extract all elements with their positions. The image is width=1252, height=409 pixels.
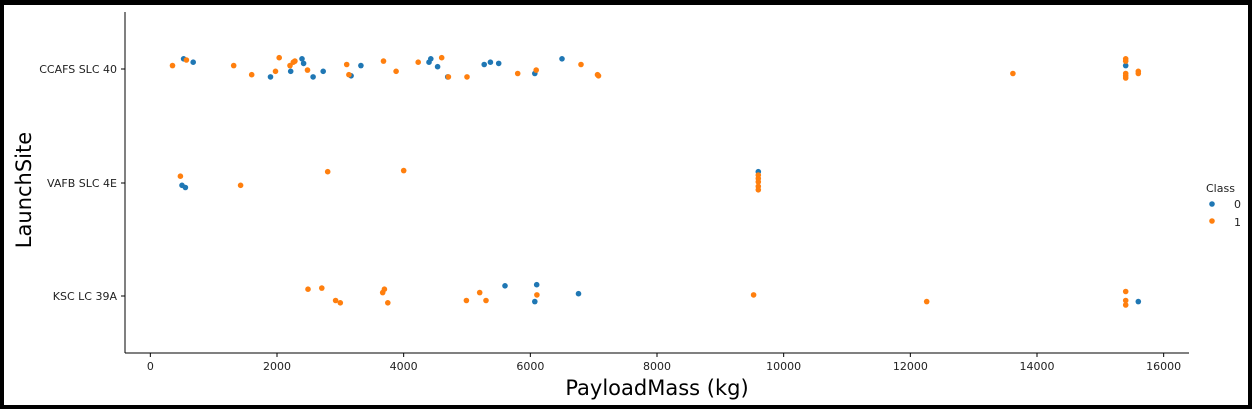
y-tick-label: CCAFS SLC 40 xyxy=(39,63,117,76)
data-point-class-0 xyxy=(267,74,274,80)
y-axis-title: LaunchSite xyxy=(12,132,36,248)
x-ticks: 0 2000 4000 6000 8000 10000 12000 14000 16000 xyxy=(147,353,1181,373)
data-point-class-1 xyxy=(1122,297,1129,304)
data-point-class-1 xyxy=(393,68,399,75)
x-tick-label: 14000 xyxy=(1020,360,1055,373)
legend-label-class-1: 1 xyxy=(1234,216,1241,229)
y-tick-label: KSC LC 39A xyxy=(53,290,118,303)
data-point-class-1 xyxy=(1010,70,1016,77)
data-point-class-1 xyxy=(483,297,489,304)
plot-figure: 0 2000 4000 6000 8000 10000 12000 14000 16000 CC… xyxy=(4,5,1248,405)
data-point-class-0 xyxy=(532,298,538,305)
x-tick-label: 2000 xyxy=(263,360,291,373)
data-point-class-1 xyxy=(1122,75,1129,81)
data-point-class-0 xyxy=(320,68,327,75)
data-point-class-1 xyxy=(272,68,279,75)
data-point-class-0 xyxy=(1135,298,1142,305)
data-point-class-0 xyxy=(575,290,582,297)
data-point-class-1 xyxy=(438,54,445,61)
data-point-class-1 xyxy=(400,167,407,174)
data-point-class-0 xyxy=(487,59,494,65)
data-point-class-0 xyxy=(533,281,540,288)
data-point-class-1 xyxy=(237,182,244,189)
data-point-class-1 xyxy=(755,179,762,185)
axes xyxy=(124,12,1189,354)
data-point-class-0 xyxy=(310,74,316,80)
data-point-class-1 xyxy=(445,74,452,80)
data-point-class-1 xyxy=(755,187,762,193)
data-point-class-1 xyxy=(304,67,311,73)
data-point-class-1 xyxy=(1122,58,1129,64)
data-point-class-0 xyxy=(287,68,294,75)
data-point-class-0 xyxy=(299,56,305,62)
data-point-class-0 xyxy=(428,56,434,62)
data-point-class-1 xyxy=(305,286,311,293)
data-point-class-0 xyxy=(559,56,565,62)
x-tick-label: 4000 xyxy=(390,360,418,373)
data-point-class-1 xyxy=(177,173,184,179)
data-point-class-1 xyxy=(1122,288,1129,295)
data-points xyxy=(169,54,1142,308)
data-point-class-1 xyxy=(415,59,422,65)
data-point-class-0 xyxy=(182,184,189,191)
data-point-class-1 xyxy=(464,74,470,80)
data-point-class-1 xyxy=(463,297,470,304)
data-point-class-1 xyxy=(343,61,350,68)
y-ticks: CCAFS SLC 40 VAFB SLC 4E KSC LC 39A xyxy=(39,63,125,303)
x-tick-label: 8000 xyxy=(643,360,671,373)
data-point-class-1 xyxy=(169,62,176,69)
data-point-class-0 xyxy=(502,283,508,289)
data-point-class-1 xyxy=(533,67,539,73)
data-point-class-1 xyxy=(385,300,391,306)
data-point-class-0 xyxy=(1122,62,1129,69)
data-point-class-1 xyxy=(276,54,283,61)
data-point-class-1 xyxy=(1135,70,1142,77)
data-point-class-0 xyxy=(481,61,488,68)
legend-marker-class-0 xyxy=(1209,201,1215,207)
data-point-class-1 xyxy=(324,168,331,175)
data-point-class-1 xyxy=(346,71,352,78)
data-point-class-0 xyxy=(495,60,502,67)
data-point-class-1 xyxy=(230,62,237,69)
data-point-class-1 xyxy=(292,58,298,64)
x-tick-label: 10000 xyxy=(766,360,801,373)
data-point-class-1 xyxy=(337,300,344,306)
x-tick-label: 16000 xyxy=(1146,360,1181,373)
data-point-class-1 xyxy=(319,285,325,291)
x-tick-label: 12000 xyxy=(893,360,928,373)
data-point-class-1 xyxy=(183,57,190,63)
strip-plot: 0 2000 4000 6000 8000 10000 12000 14000 16000 CC… xyxy=(12,12,1241,400)
legend-label-class-0: 0 xyxy=(1234,198,1241,211)
data-point-class-1 xyxy=(381,286,388,293)
data-point-class-1 xyxy=(578,61,584,68)
x-tick-label: 0 xyxy=(147,360,154,373)
data-point-class-1 xyxy=(750,292,757,298)
data-point-class-0 xyxy=(300,60,307,67)
data-point-class-0 xyxy=(358,62,364,69)
data-point-class-1 xyxy=(1122,302,1129,308)
data-point-class-0 xyxy=(434,63,441,70)
legend-marker-class-1 xyxy=(1209,218,1215,224)
x-tick-label: 6000 xyxy=(516,360,544,373)
legend: Class 0 1 xyxy=(1206,182,1241,229)
data-point-class-1 xyxy=(380,58,387,64)
data-point-class-0 xyxy=(190,59,196,65)
data-point-class-1 xyxy=(595,73,602,79)
y-tick-label: VAFB SLC 4E xyxy=(47,177,117,190)
data-point-class-1 xyxy=(248,71,255,78)
data-point-class-1 xyxy=(514,70,521,77)
legend-title: Class xyxy=(1206,182,1235,195)
data-point-class-1 xyxy=(332,297,339,304)
data-point-class-1 xyxy=(923,298,930,305)
data-point-class-1 xyxy=(476,289,483,296)
data-point-class-1 xyxy=(534,292,540,298)
x-axis-title: PayloadMass (kg) xyxy=(565,376,748,400)
